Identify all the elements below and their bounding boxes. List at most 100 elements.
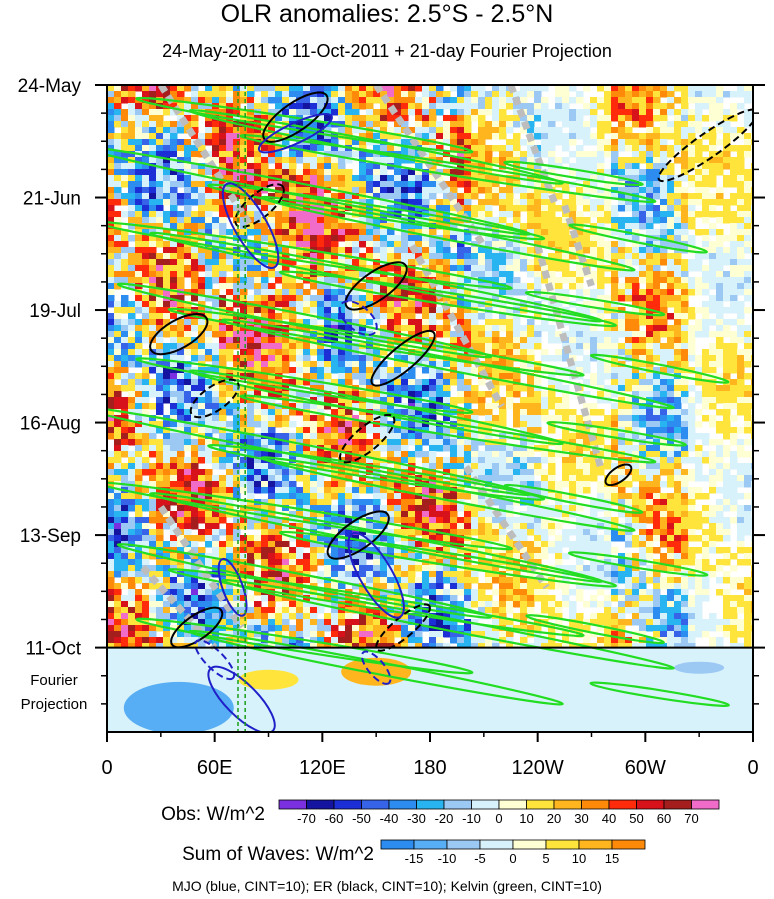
obs-cell [240, 385, 248, 392]
obs-cell [667, 103, 675, 110]
obs-cell [184, 187, 192, 194]
obs-cell [408, 211, 416, 218]
obs-cell [716, 127, 724, 134]
obs-cell [149, 367, 157, 374]
obs-cell [667, 295, 675, 302]
obs-cell [618, 385, 626, 392]
obs-cell [478, 409, 486, 416]
obs-cell [191, 199, 199, 206]
obs-cell [639, 415, 647, 422]
obs-cell [373, 271, 381, 278]
obs-cell [408, 169, 416, 176]
obs-cell [450, 133, 458, 140]
obs-cell [408, 85, 416, 92]
obs-cell [380, 127, 388, 134]
obs-cell [324, 361, 332, 368]
obs-cell [380, 349, 388, 356]
obs-cell [464, 103, 472, 110]
obs-cell [688, 259, 696, 266]
obs-cell [394, 193, 402, 200]
obs-cell [338, 337, 346, 344]
obs-cell [632, 271, 640, 278]
obs-cell [590, 355, 598, 362]
obs-cell [499, 85, 507, 92]
obs-cell [128, 373, 136, 380]
obs-cell [205, 217, 213, 224]
obs-cell [674, 349, 682, 356]
obs-cell [219, 337, 227, 344]
obs-cell [632, 121, 640, 128]
obs-cell [212, 235, 220, 242]
obs-cell [324, 205, 332, 212]
obs-cell [373, 259, 381, 266]
obs-cell [590, 121, 598, 128]
obs-cell [205, 211, 213, 218]
obs-cell [415, 385, 423, 392]
obs-cell [310, 349, 318, 356]
obs-cell [576, 187, 584, 194]
obs-cell [737, 235, 745, 242]
obs-cell [170, 139, 178, 146]
obs-cell [149, 433, 157, 440]
obs-cell [177, 271, 185, 278]
obs-cell [660, 151, 668, 158]
obs-cell [555, 223, 563, 230]
obs-cell [457, 313, 465, 320]
obs-cell [310, 85, 318, 92]
obs-cell [688, 403, 696, 410]
obs-cell [163, 181, 171, 188]
obs-cell [324, 295, 332, 302]
obs-cell [380, 367, 388, 374]
obs-cell [142, 319, 150, 326]
obs-cell [275, 205, 283, 212]
obs-cell [485, 259, 493, 266]
obs-cell [527, 151, 535, 158]
obs-cell [212, 421, 220, 428]
obs-cell [443, 127, 451, 134]
obs-cell [121, 247, 129, 254]
obs-cell [254, 337, 262, 344]
obs-cell [394, 133, 402, 140]
obs-cell [618, 331, 626, 338]
obs-cell [247, 103, 255, 110]
obs-cell [226, 283, 234, 290]
obs-cell [268, 373, 276, 380]
obs-cell [527, 379, 535, 386]
obs-cell [366, 367, 374, 374]
obs-cell [478, 439, 486, 446]
obs-cell [261, 145, 269, 152]
obs-cell [338, 259, 346, 266]
obs-cell [107, 151, 115, 158]
obs-cell [380, 247, 388, 254]
obs-cell [247, 415, 255, 422]
obs-cell [121, 151, 129, 158]
obs-cell [233, 157, 241, 164]
obs-cell [576, 217, 584, 224]
obs-cell [499, 211, 507, 218]
obs-cell [142, 295, 150, 302]
obs-cell [744, 151, 752, 158]
obs-cell [275, 349, 283, 356]
obs-cell [240, 163, 248, 170]
obs-cell [219, 313, 227, 320]
obs-cell [184, 205, 192, 212]
obs-cell [359, 403, 367, 410]
obs-cell [338, 175, 346, 182]
obs-cell [744, 361, 752, 368]
obs-cell [632, 391, 640, 398]
obs-cell [667, 229, 675, 236]
obs-cell [275, 211, 283, 218]
obs-cell [499, 319, 507, 326]
obs-cell [170, 193, 178, 200]
obs-cell [422, 193, 430, 200]
obs-cell [380, 301, 388, 308]
obs-cell [198, 181, 206, 188]
obs-cell [744, 421, 752, 428]
obs-cell [338, 349, 346, 356]
obs-cell [513, 241, 521, 248]
obs-cell [611, 139, 619, 146]
obs-cell [646, 187, 654, 194]
obs-cell [576, 433, 584, 440]
obs-cell [555, 403, 563, 410]
obs-cell [422, 103, 430, 110]
